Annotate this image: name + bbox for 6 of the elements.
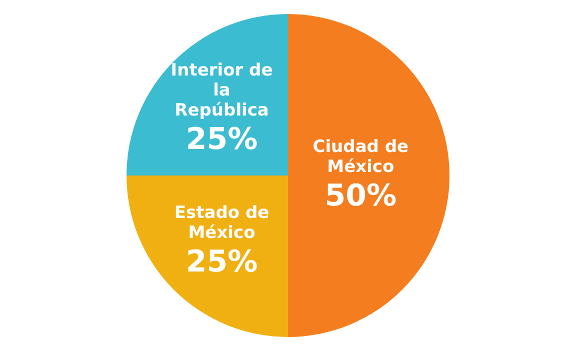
slice-label: Ciudad de México	[312, 136, 409, 177]
slice-label: Estado de México	[174, 203, 270, 244]
data-label: 25%	[186, 244, 258, 280]
data-label: 25%	[186, 122, 258, 158]
data-label: 50%	[324, 178, 397, 214]
slice-label: Interior de la República	[170, 60, 273, 121]
